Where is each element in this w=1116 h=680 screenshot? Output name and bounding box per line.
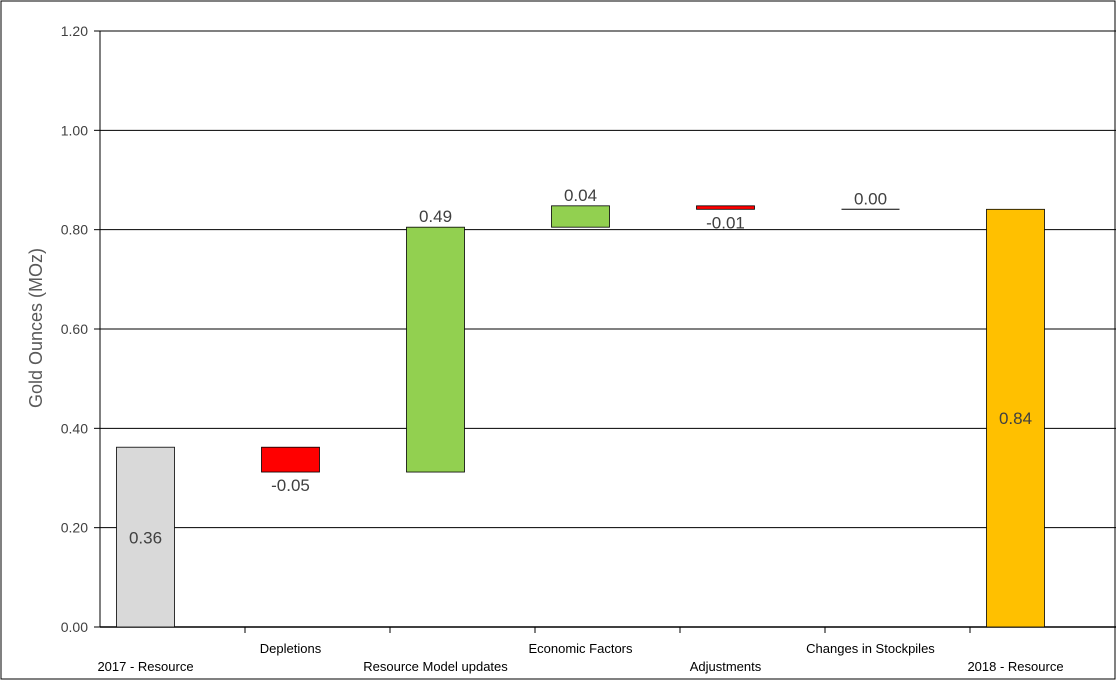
bar [406, 226, 465, 473]
data-label: 0.00 [854, 189, 887, 208]
y-tick-label: 0.60 [61, 321, 88, 337]
data-label: -0.01 [706, 213, 745, 232]
x-category-label: Changes in Stockpiles [806, 641, 935, 656]
x-category-label: Depletions [260, 641, 322, 656]
y-tick-label: 0.80 [61, 222, 88, 238]
bar [261, 446, 320, 473]
gridlines [100, 30, 1116, 628]
y-tick-label: 1.00 [61, 122, 88, 138]
y-tick-label: 0.20 [61, 520, 88, 536]
x-category-label: Economic Factors [528, 641, 633, 656]
x-axis: 2017 - Resource Depletions Resource Model … [97, 627, 1116, 674]
bars: 0.36 -0.05 0.49 0.04 -0.01 0.00 0.84 [116, 186, 1045, 628]
bar [986, 208, 1045, 628]
x-category-label: 2017 - Resource [97, 659, 193, 674]
data-label: 0.36 [129, 529, 162, 548]
bar [696, 205, 755, 210]
data-label: -0.05 [271, 476, 310, 495]
x-category-label: Resource Model updates [363, 659, 508, 674]
bar [116, 446, 175, 628]
y-axis-label: Gold Ounces (MOz) [26, 248, 46, 408]
bar [551, 205, 610, 228]
data-label: 0.04 [564, 186, 597, 205]
data-label: 0.49 [419, 207, 452, 226]
y-tick-label: 0.00 [61, 619, 88, 635]
y-tick-label: 0.40 [61, 420, 88, 436]
y-tick-label: 1.20 [61, 23, 88, 39]
x-category-label: 2018 - Resource [967, 659, 1063, 674]
data-label: 0.84 [999, 409, 1032, 428]
y-axis-ticks: 0.00 0.20 0.40 0.60 0.80 1.00 1.20 [61, 23, 101, 635]
x-category-label: Adjustments [690, 659, 762, 674]
